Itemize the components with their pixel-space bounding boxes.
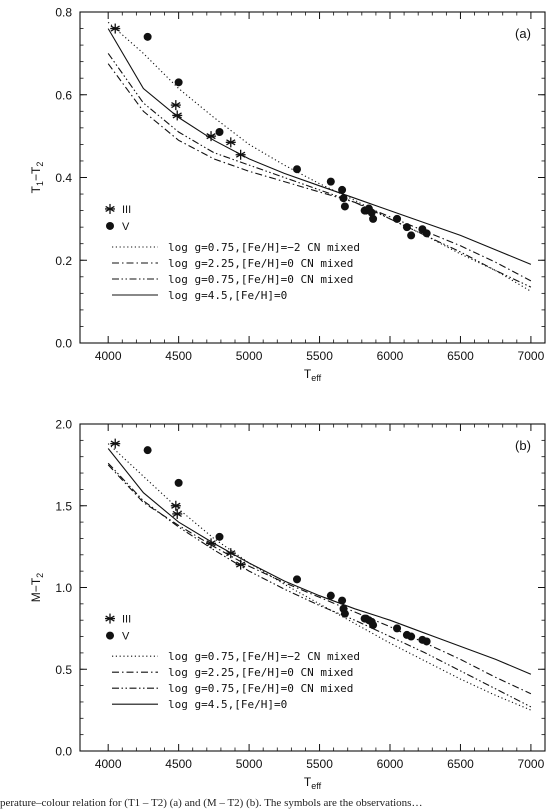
y-tick-label: 0.5 xyxy=(55,663,72,677)
data-point-v xyxy=(293,575,301,584)
legend-line-label: log g=2.25,[Fe/H]=0 CN mixed xyxy=(168,666,353,679)
x-tick-label: 6500 xyxy=(447,349,474,363)
y-tick-label: 0.0 xyxy=(55,745,72,759)
data-point-v xyxy=(407,632,416,641)
series-line-dashdotdot xyxy=(107,462,532,708)
chart-panel: 4000 4500 5000 5500 6000 6500 7000 0.0 0.2 0.4 0.6… xyxy=(29,6,546,383)
x-tick-label: 5000 xyxy=(236,757,263,771)
chart-panel: 4000 4500 5000 5500 6000 6500 7000 0.0 0.5 1.0 1.5… xyxy=(29,418,546,791)
series-line-dashdot xyxy=(107,63,532,282)
data-point-v xyxy=(326,591,335,600)
figure-caption: perature–colour relation for (T1 – T2) (… xyxy=(0,797,423,809)
data-point-v xyxy=(340,202,349,211)
series-line-dashdot xyxy=(107,464,532,695)
data-point-v xyxy=(293,165,301,174)
legend-asterisk-symbol xyxy=(105,203,115,214)
y-tick-label: 2.0 xyxy=(55,418,72,432)
x-tick-label: 5000 xyxy=(236,349,263,363)
y-tick-label: 1.0 xyxy=(55,581,72,595)
y-tick-label: 0.4 xyxy=(55,171,72,185)
y-tick-label: 0.0 xyxy=(55,337,72,351)
series-line-dotted xyxy=(107,443,532,711)
data-point-iii xyxy=(172,508,183,519)
y-tick-label: 0.8 xyxy=(55,6,72,20)
data-point-iii xyxy=(225,548,236,559)
data-point-v xyxy=(174,78,183,87)
data-point-iii xyxy=(225,137,236,148)
data-point-v xyxy=(339,194,348,203)
data-point-iii xyxy=(170,500,181,511)
x-tick-label: 4500 xyxy=(165,349,192,363)
panel-label: (b) xyxy=(515,438,531,453)
data-point-v xyxy=(215,532,224,541)
y-tick-label: 0.6 xyxy=(55,88,72,102)
data-point-iii xyxy=(206,538,217,549)
data-point-v xyxy=(326,177,335,186)
data-point-v xyxy=(369,621,378,630)
data-point-iii xyxy=(170,100,181,111)
data-point-v xyxy=(407,231,416,240)
x-tick-label: 4000 xyxy=(95,757,122,771)
data-point-v xyxy=(174,478,183,487)
data-point-v xyxy=(338,596,347,605)
legend-line-label: log g=2.25,[Fe/H]=0 CN mixed xyxy=(168,257,353,270)
data-point-v xyxy=(393,624,402,633)
x-tick-label: 7000 xyxy=(518,757,545,771)
y-axis-label: T1−T2 xyxy=(29,162,45,194)
legend-line-label: log g=4.5,[Fe/H]=0 xyxy=(168,289,287,302)
plot-frame xyxy=(79,423,546,752)
legend-marker-label: III xyxy=(122,204,131,216)
legend-dot-symbol xyxy=(106,221,114,230)
legend-line-label: log g=0.75,[Fe/H]=−2 CN mixed xyxy=(168,650,360,663)
x-tick-label: 4000 xyxy=(95,349,122,363)
y-tick-label: 1.5 xyxy=(55,499,72,513)
x-tick-label: 6000 xyxy=(377,757,404,771)
x-tick-label: 7000 xyxy=(518,349,545,363)
panel-label: (a) xyxy=(515,26,531,41)
x-axis-label: Teff xyxy=(304,367,322,383)
legend-marker-label: V xyxy=(122,221,130,233)
plot-frame xyxy=(79,11,546,344)
data-point-v xyxy=(402,223,411,232)
series-line-solid xyxy=(107,448,532,675)
data-point-v xyxy=(367,208,376,217)
data-point-iii xyxy=(235,149,246,160)
data-point-v xyxy=(422,637,431,646)
x-tick-label: 4500 xyxy=(165,757,192,771)
legend-line-label: log g=0.75,[Fe/H]=−2 CN mixed xyxy=(168,241,360,254)
data-point-v xyxy=(393,214,402,223)
data-point-iii xyxy=(235,559,246,570)
data-point-v xyxy=(143,446,152,455)
x-tick-label: 6500 xyxy=(447,757,474,771)
data-point-v xyxy=(340,609,349,618)
y-axis-label: M−T2 xyxy=(29,573,45,602)
data-point-v xyxy=(143,32,152,41)
data-point-v xyxy=(369,214,378,223)
x-tick-label: 5500 xyxy=(306,757,333,771)
data-point-iii xyxy=(172,110,183,121)
figure: 4000 4500 5000 5500 6000 6500 7000 0.0 0.2 0.4 0.6… xyxy=(29,6,546,791)
x-axis-label: Teff xyxy=(304,775,322,791)
x-tick-label: 6000 xyxy=(377,349,404,363)
legend-line-label: log g=4.5,[Fe/H]=0 xyxy=(168,698,287,711)
legend-marker-label: V xyxy=(122,631,130,643)
legend-line-label: log g=0.75,[Fe/H]=0 CN mixed xyxy=(168,273,353,286)
data-point-v xyxy=(215,127,224,136)
data-point-iii xyxy=(206,131,217,142)
series-line-solid xyxy=(107,28,532,265)
x-tick-label: 5500 xyxy=(306,349,333,363)
data-point-iii xyxy=(110,23,121,34)
series-line-dashdotdot xyxy=(107,53,532,288)
data-point-iii xyxy=(110,438,121,449)
data-point-v xyxy=(422,229,431,238)
legend-dot-symbol xyxy=(106,631,114,640)
data-point-v xyxy=(338,185,347,194)
legend-marker-label: III xyxy=(122,614,131,626)
legend-asterisk-symbol xyxy=(105,613,115,624)
y-tick-label: 0.2 xyxy=(55,254,72,268)
legend-line-label: log g=0.75,[Fe/H]=0 CN mixed xyxy=(168,682,353,695)
